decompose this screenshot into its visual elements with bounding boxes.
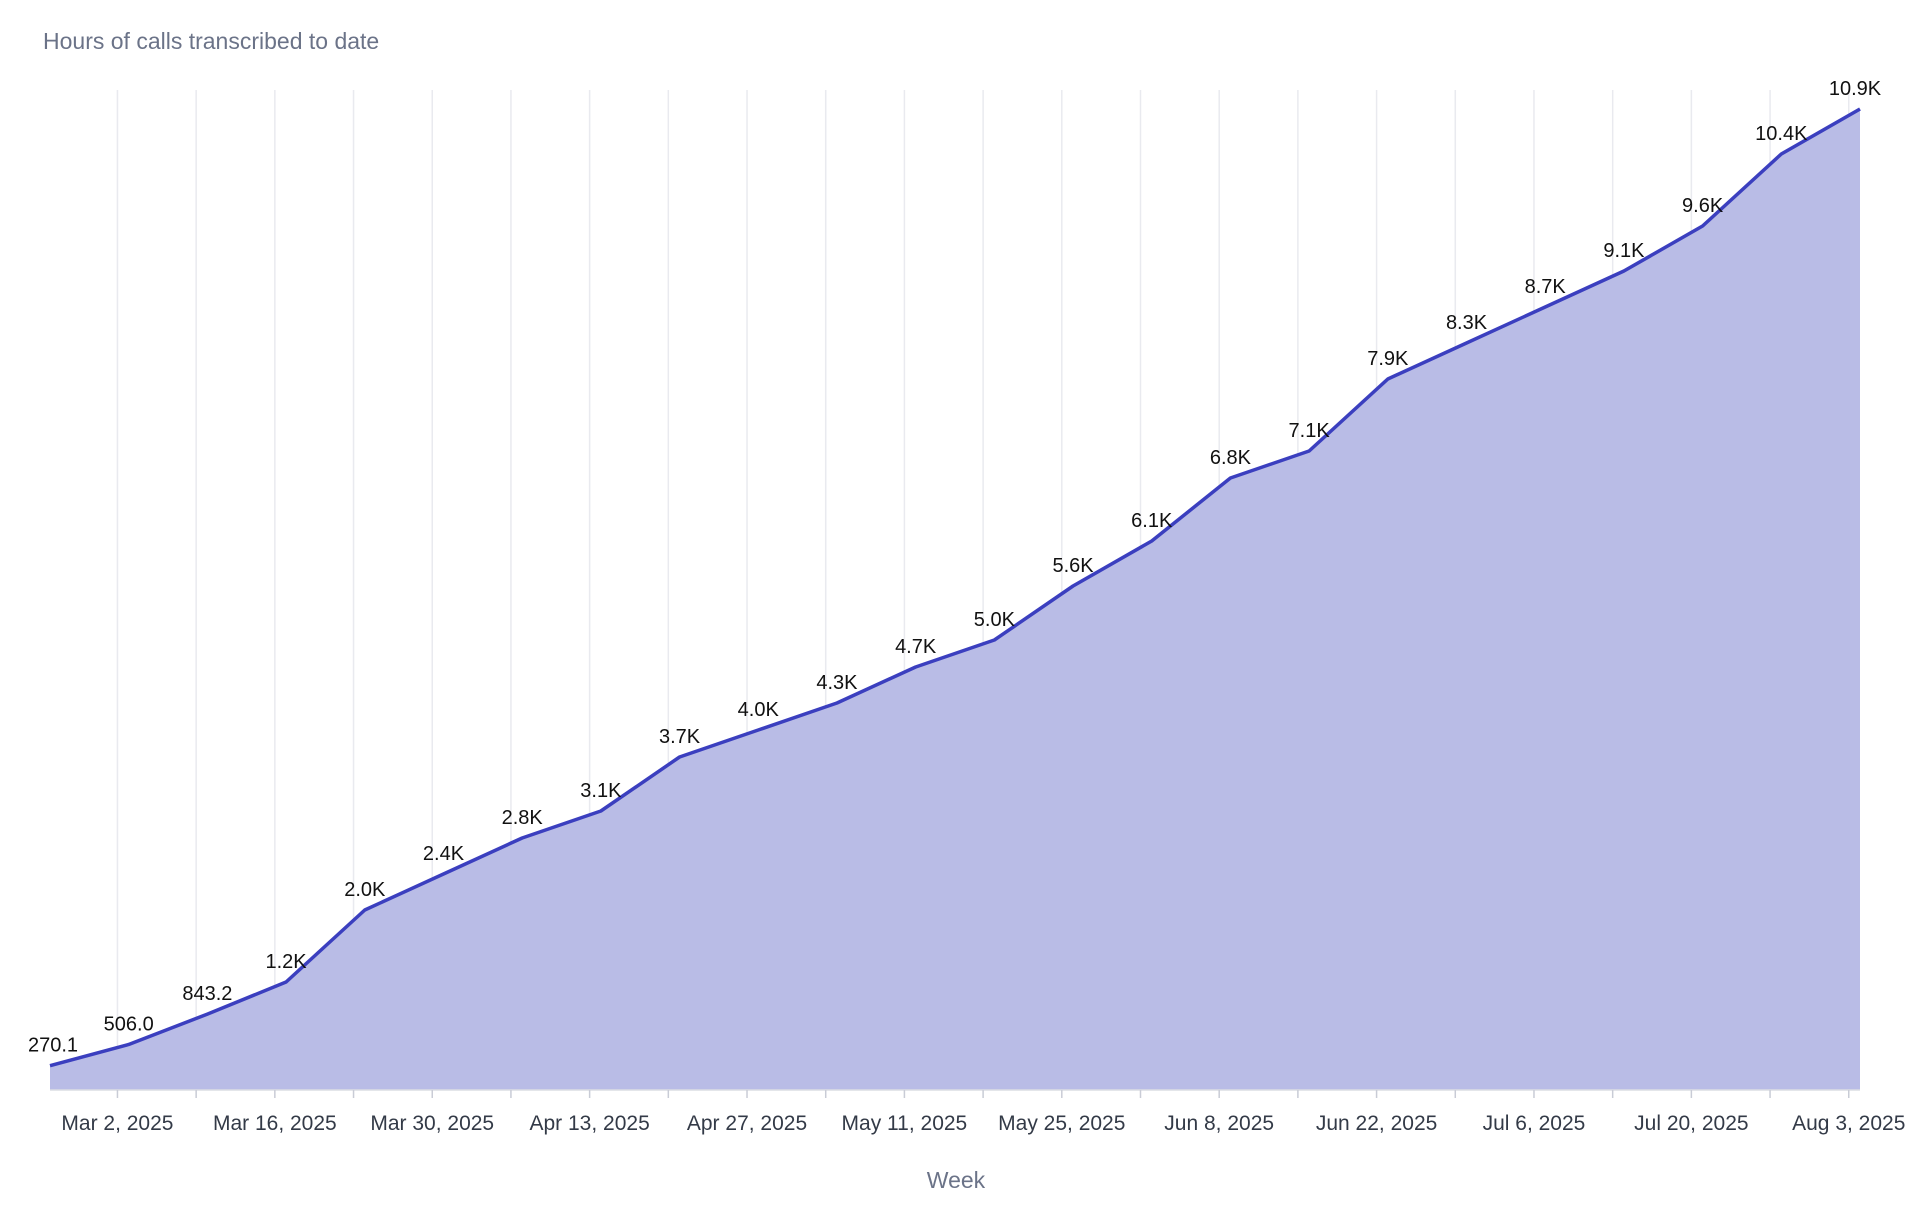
data-label: 9.6K <box>1682 195 1724 217</box>
data-label: 4.3K <box>816 672 858 694</box>
data-label: 10.9K <box>1829 78 1882 100</box>
x-tick-label: Jul 20, 2025 <box>1634 1112 1748 1135</box>
x-tick-label: Apr 27, 2025 <box>687 1112 807 1135</box>
x-tick-label: Aug 3, 2025 <box>1792 1112 1905 1135</box>
data-label: 3.7K <box>659 726 701 748</box>
data-label: 7.9K <box>1367 348 1409 370</box>
x-tick-label: Jul 6, 2025 <box>1483 1112 1586 1135</box>
data-label: 843.2 <box>182 983 232 1005</box>
series-line <box>49 107 1861 1068</box>
x-axis-title: Week <box>927 1167 986 1193</box>
data-label: 2.4K <box>423 843 465 865</box>
x-tick-label: May 11, 2025 <box>842 1112 968 1135</box>
x-tick-label: May 25, 2025 <box>998 1112 1125 1135</box>
data-label: 8.7K <box>1525 276 1567 298</box>
x-tick-label: Mar 2, 2025 <box>61 1112 173 1135</box>
data-label: 9.1K <box>1603 240 1645 262</box>
data-label: 7.1K <box>1289 420 1331 442</box>
x-tick-label: Jun 8, 2025 <box>1164 1112 1274 1135</box>
data-label: 10.4K <box>1755 123 1808 145</box>
x-axis-ticks: Mar 2, 2025 Mar 16, 2025 Mar 30, 2025 Apr 1… <box>61 1090 1905 1135</box>
data-label: 6.8K <box>1210 447 1252 469</box>
data-label: 6.1K <box>1131 510 1173 532</box>
data-label: 2.8K <box>502 807 544 829</box>
x-tick-label: Jun 22, 2025 <box>1316 1112 1437 1135</box>
x-tick-label: Mar 16, 2025 <box>213 1112 337 1135</box>
data-label: 5.6K <box>1052 555 1094 577</box>
data-label: 3.1K <box>580 780 622 802</box>
data-label: 5.0K <box>974 609 1016 631</box>
data-label: 270.1 <box>28 1035 78 1057</box>
data-label: 8.3K <box>1446 312 1488 334</box>
chart-title: Hours of calls transcribed to date <box>43 28 380 54</box>
data-labels: 270.1 506.0 843.2 1.2K 2.0K 2.4K 2.8K 3.1K 3.7K 4… <box>28 78 1882 1057</box>
data-label: 506.0 <box>104 1013 154 1035</box>
x-tick-label: Mar 30, 2025 <box>370 1112 494 1135</box>
x-tick-label: Apr 13, 2025 <box>529 1112 649 1135</box>
data-label: 2.0K <box>344 879 386 901</box>
data-label: 1.2K <box>266 951 308 973</box>
data-label: 4.7K <box>895 636 937 658</box>
data-label: 4.0K <box>738 699 780 721</box>
area-fill <box>50 109 1860 1090</box>
